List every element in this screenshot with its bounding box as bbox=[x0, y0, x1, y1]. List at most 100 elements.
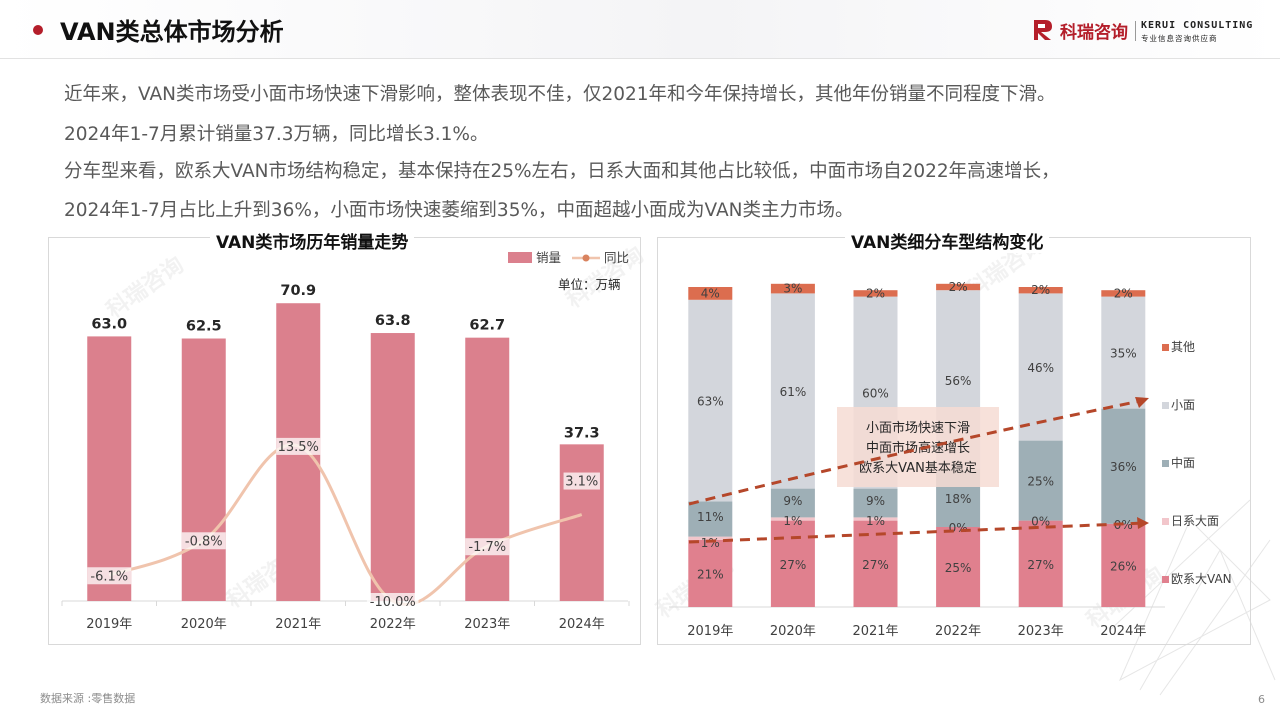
segment-value-label: 21% bbox=[697, 567, 724, 581]
data-source: 数据来源 :零售数据 bbox=[40, 692, 136, 705]
stack-segment-3 bbox=[1018, 293, 1063, 441]
stack-segment-3 bbox=[770, 293, 815, 489]
segment-value-label: 27% bbox=[1027, 558, 1054, 572]
bar-value-label: 62.5 bbox=[186, 319, 222, 335]
segment-value-label: 9% bbox=[783, 494, 802, 508]
segment-value-label: 2% bbox=[1114, 286, 1133, 300]
segment-value-label: 0% bbox=[949, 521, 968, 535]
segment-value-label: 35% bbox=[1110, 347, 1137, 361]
stack-segment-1 bbox=[688, 536, 733, 540]
legend-label: 日系大面 bbox=[1171, 514, 1219, 528]
annotation-line: 欧系大VAN基本稳定 bbox=[859, 460, 977, 476]
decorative-lines bbox=[1109, 499, 1276, 696]
segment-value-label: 61% bbox=[780, 385, 807, 399]
segment-value-label: 1% bbox=[866, 514, 885, 528]
x-tick-label: 2019年 bbox=[687, 624, 733, 639]
yoy-label-bg bbox=[465, 538, 510, 556]
legend-swatch bbox=[1162, 460, 1169, 467]
annotation-box bbox=[837, 407, 999, 487]
logo-divider bbox=[1135, 21, 1136, 41]
bar-sales bbox=[370, 333, 415, 601]
stack-segment-4 bbox=[1101, 290, 1146, 297]
logo-name-en: KERUI CONSULTING bbox=[1141, 20, 1254, 31]
yoy-label-bg bbox=[87, 567, 132, 585]
sales-trend-chart: 2019年 2020年 2021年 2022年 2023年 2024年 63.0 62.5 70… bbox=[61, 250, 630, 632]
yoy-label-bg bbox=[366, 593, 419, 610]
legend-label-yoy: 同比 bbox=[604, 250, 629, 265]
segment-value-label: 1% bbox=[701, 536, 720, 550]
logo-name-cn: 科瑞咨询 bbox=[1060, 23, 1128, 43]
x-tick-label: 2024年 bbox=[559, 617, 605, 632]
yoy-label-bg bbox=[276, 437, 321, 455]
x-tick-label: 2021年 bbox=[852, 624, 898, 639]
structure-chart: 2019年 2020年 2021年 2022年 2023年 2024年 21% 27% 27% 2… bbox=[669, 280, 1232, 639]
bar-value-label: 63.8 bbox=[375, 313, 411, 329]
stack-segment-4 bbox=[1018, 287, 1063, 294]
unit-label: 单位：万辆 bbox=[558, 277, 621, 292]
trend-arrowhead-lower bbox=[1137, 517, 1149, 529]
stack-segment-0 bbox=[936, 527, 981, 607]
bar-sales bbox=[87, 336, 132, 601]
stack-segment-1 bbox=[853, 517, 898, 521]
stack-segment-1 bbox=[770, 517, 815, 521]
trend-arrowhead-upper bbox=[1135, 397, 1149, 408]
bar-sales bbox=[559, 444, 604, 601]
legend-label: 中面 bbox=[1171, 455, 1195, 470]
sales-trend-title: VAN类市场历年销量走势 bbox=[210, 228, 415, 253]
bar-value-label: 62.7 bbox=[469, 318, 505, 334]
page-number: 6 bbox=[1258, 693, 1265, 706]
trend-arrow-lower bbox=[688, 521, 1146, 544]
stack-segment-0 bbox=[1101, 523, 1146, 607]
logo-tagline: 专业信息咨询供应商 bbox=[1141, 34, 1218, 43]
x-tick-label: 2020年 bbox=[181, 617, 227, 632]
summary-line-3: 分车型来看，欧系大VAN市场结构稳定，基本保持在25%左右，日系大面和其他占比较… bbox=[64, 161, 1060, 182]
segment-value-label: 27% bbox=[862, 558, 889, 572]
segment-value-label: 25% bbox=[1027, 475, 1054, 489]
stack-segment-2 bbox=[770, 488, 815, 518]
segment-value-label: 36% bbox=[1110, 460, 1137, 474]
stack-segment-4 bbox=[936, 283, 981, 291]
yoy-label-bg bbox=[181, 532, 226, 550]
segment-value-label: 27% bbox=[780, 558, 807, 572]
bar-value-label: 63.0 bbox=[91, 316, 127, 332]
legend-marker-yoy bbox=[582, 254, 590, 262]
segment-value-label: 25% bbox=[945, 561, 972, 575]
summary-line-4: 2024年1-7月占比上升到36%，小面市场快速萎缩到35%，中面超越小面成为V… bbox=[64, 200, 854, 221]
segment-value-label: 1% bbox=[783, 514, 802, 528]
bar-value-label: 70.9 bbox=[280, 283, 316, 299]
segment-value-label: 63% bbox=[697, 395, 724, 409]
segment-value-label: 2% bbox=[866, 286, 885, 300]
stack-segment-2 bbox=[1018, 440, 1063, 521]
summary-line-1: 近年来，VAN类市场受小面市场快速下滑影响，整体表现不佳，仅2021年和今年保持… bbox=[64, 84, 1056, 105]
x-tick-label: 2022年 bbox=[935, 624, 981, 639]
segment-value-label: 9% bbox=[866, 494, 885, 508]
page-title: VAN类总体市场分析 bbox=[60, 18, 284, 46]
stack-segment-0 bbox=[770, 520, 815, 607]
x-tick-label: 2022年 bbox=[370, 617, 416, 632]
annotation-line: 小面市场快速下滑 bbox=[866, 420, 970, 436]
legend-swatch-sales bbox=[508, 252, 532, 263]
segment-value-label: 18% bbox=[945, 492, 972, 506]
yoy-value-label: -6.1% bbox=[90, 569, 128, 584]
yoy-value-label: 13.5% bbox=[278, 440, 319, 455]
segment-value-label: 2% bbox=[949, 280, 968, 294]
x-tick-label: 2021年 bbox=[275, 617, 321, 632]
x-tick-label: 2020年 bbox=[770, 624, 816, 639]
legend-label: 欧系大VAN bbox=[1171, 572, 1232, 586]
segment-value-label: 11% bbox=[697, 510, 724, 524]
segment-value-label: 3% bbox=[783, 282, 802, 296]
summary-line-2: 2024年1-7月累计销量37.3万辆，同比增长3.1%。 bbox=[64, 124, 489, 145]
legend-label-sales: 销量 bbox=[536, 250, 561, 265]
bar-sales bbox=[181, 338, 226, 601]
legend-swatch bbox=[1162, 344, 1169, 351]
segment-value-label: 2% bbox=[1031, 283, 1050, 297]
stack-segment-2 bbox=[688, 501, 733, 537]
legend-swatch bbox=[1162, 576, 1169, 583]
yoy-value-label: 3.1% bbox=[565, 475, 598, 490]
legend-swatch bbox=[1162, 518, 1169, 525]
segment-value-label: 46% bbox=[1027, 361, 1054, 375]
stack-segment-0 bbox=[688, 539, 733, 607]
x-tick-label: 2019年 bbox=[86, 617, 132, 632]
kerui-logo-icon bbox=[1034, 20, 1052, 40]
stack-segment-4 bbox=[770, 283, 815, 294]
